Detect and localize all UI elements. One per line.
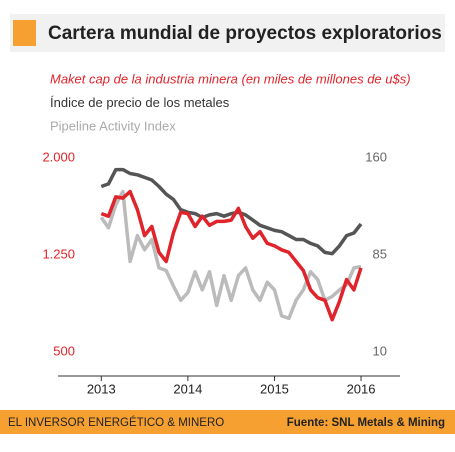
y2-tick-label: 10 bbox=[373, 343, 387, 358]
x-tick-label: 2015 bbox=[260, 381, 289, 396]
footer-bar bbox=[0, 410, 455, 434]
y2-tick-label: 85 bbox=[373, 246, 387, 261]
x-tick-label: 2016 bbox=[347, 381, 376, 396]
title-square bbox=[13, 20, 36, 46]
series-line bbox=[100, 189, 363, 322]
footer-right: Fuente: SNL Metals & Mining bbox=[287, 417, 445, 429]
series-line bbox=[99, 189, 362, 321]
title-bar bbox=[10, 14, 445, 52]
x-tick-label: 2014 bbox=[173, 381, 202, 396]
legend-entry: Maket cap de la industria minera (en mil… bbox=[50, 71, 411, 86]
chart-title: Cartera mundial de proyectos exploratori… bbox=[48, 23, 442, 44]
legend-entry: Índice de precio de los metales bbox=[50, 95, 230, 110]
y-tick-label: 1.250 bbox=[42, 246, 75, 261]
y-tick-label: 2.000 bbox=[42, 149, 75, 164]
series-line bbox=[100, 167, 363, 256]
x-tick-label: 2013 bbox=[87, 381, 116, 396]
y2-tick-label: 160 bbox=[365, 149, 387, 164]
footer-left: EL INVERSOR ENERGÉTICO & MINERO bbox=[8, 416, 224, 429]
y-tick-label: 500 bbox=[53, 343, 75, 358]
legend-entry: Pipeline Activity Index bbox=[50, 118, 176, 133]
